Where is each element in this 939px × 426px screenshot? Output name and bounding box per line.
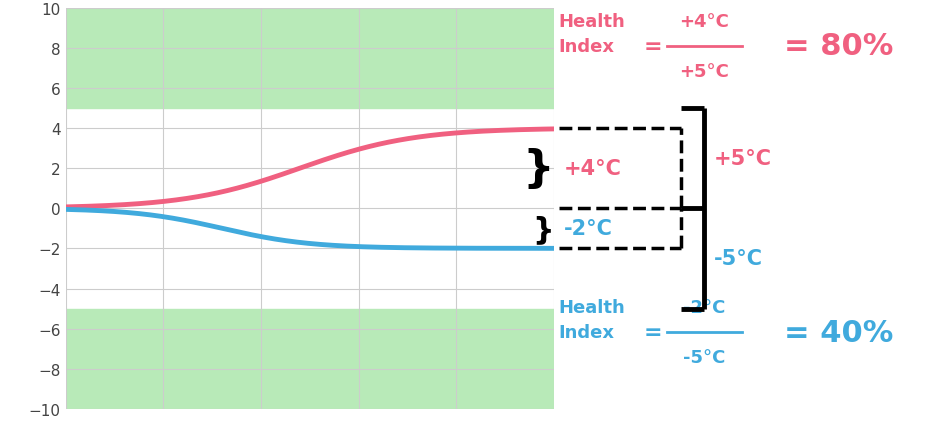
Text: +5°C: +5°C xyxy=(714,149,772,169)
Text: -2°C: -2°C xyxy=(563,219,612,239)
Text: -5°C: -5°C xyxy=(714,249,762,269)
Text: =: = xyxy=(643,322,662,342)
Text: +4°C: +4°C xyxy=(679,13,730,31)
Text: -2°C: -2°C xyxy=(683,298,726,316)
Text: +5°C: +5°C xyxy=(679,63,730,81)
Text: -5°C: -5°C xyxy=(683,348,726,366)
Bar xyxy=(66,9,554,109)
Text: }: } xyxy=(522,147,554,190)
Text: Health
Index: Health Index xyxy=(559,298,625,341)
Bar xyxy=(66,309,554,409)
Text: }: } xyxy=(532,214,554,243)
Text: +4°C: +4°C xyxy=(563,159,622,178)
Text: Health
Index: Health Index xyxy=(559,13,625,56)
Text: =: = xyxy=(643,37,662,57)
Text: = 80%: = 80% xyxy=(784,32,893,61)
Text: = 40%: = 40% xyxy=(784,318,893,347)
